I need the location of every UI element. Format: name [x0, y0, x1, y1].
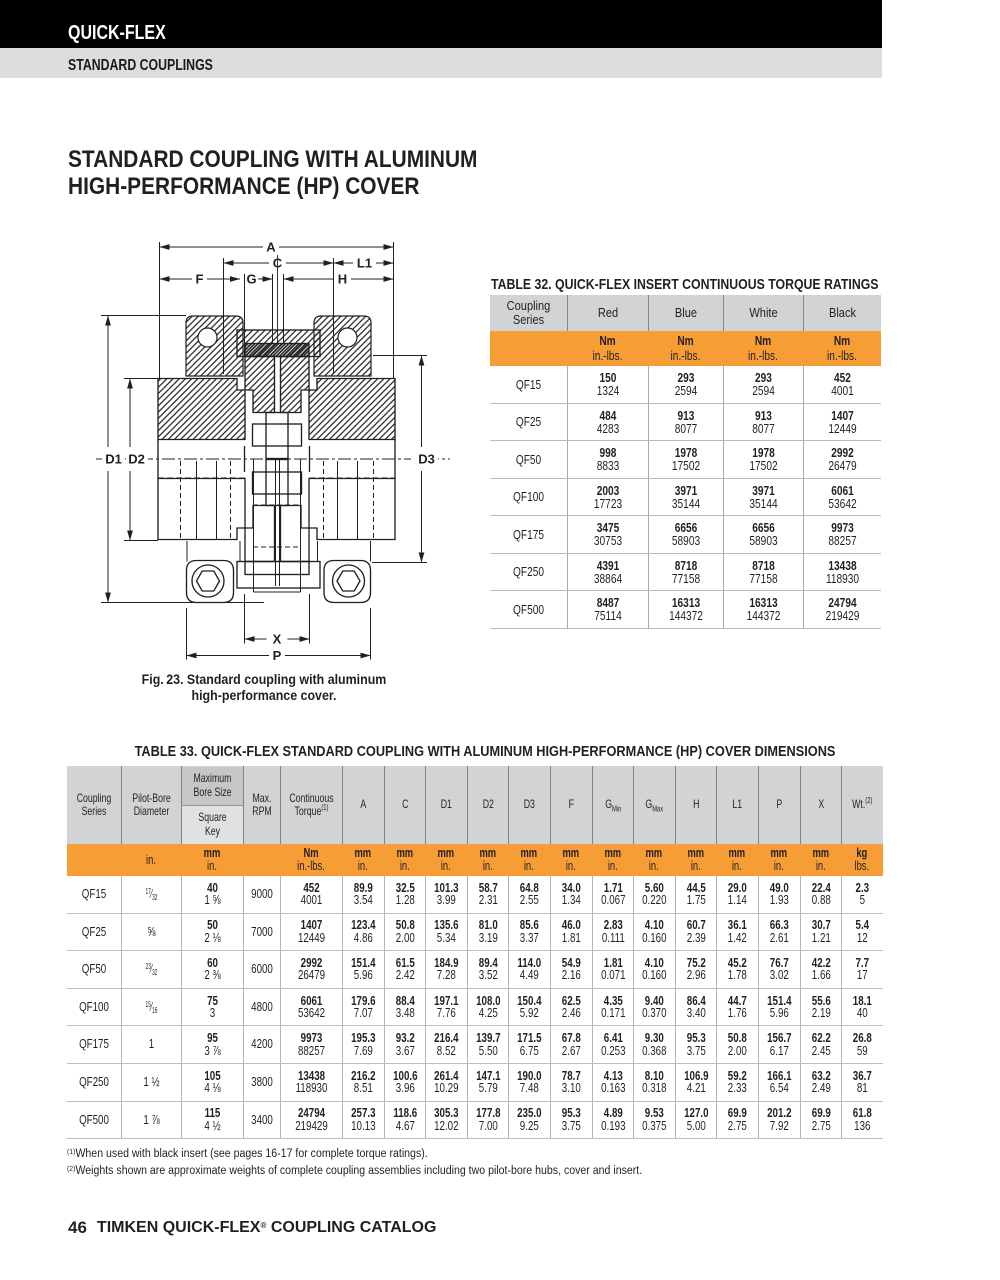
- svg-text:H: H: [338, 272, 347, 287]
- svg-text:X: X: [273, 632, 282, 647]
- svg-text:G: G: [246, 272, 256, 287]
- svg-text:C: C: [273, 256, 283, 271]
- svg-text:L1: L1: [357, 256, 372, 271]
- svg-text:P: P: [273, 648, 282, 663]
- svg-text:D1: D1: [105, 452, 122, 467]
- svg-text:D3: D3: [418, 452, 435, 467]
- svg-text:A: A: [266, 240, 276, 255]
- svg-text:D2: D2: [128, 452, 145, 467]
- svg-text:F: F: [196, 272, 204, 287]
